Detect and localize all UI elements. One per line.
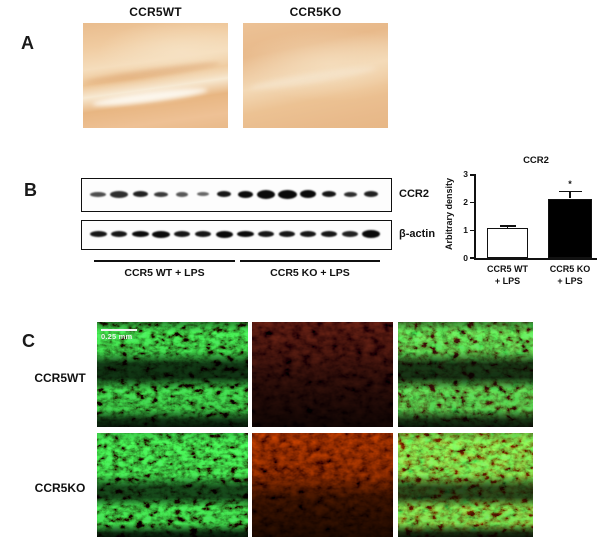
tissue-streak — [248, 63, 377, 94]
blot-band — [321, 231, 337, 237]
y-axis-tick-label: 0 — [463, 252, 468, 263]
blot-band — [236, 231, 254, 237]
chart-title: CCR2 — [523, 155, 549, 166]
fluorescence-red-ko — [252, 433, 393, 537]
error-bar-cap — [558, 190, 582, 193]
blot-band — [152, 230, 170, 238]
chart-bar — [487, 227, 528, 258]
blot-label-ccr2: CCR2 — [399, 188, 429, 200]
blot-band — [343, 191, 357, 197]
fluorescence-green-wt — [97, 322, 248, 427]
group-underline-wt — [94, 260, 235, 262]
y-axis-tick — [469, 201, 474, 204]
x-axis-category-label: CCR5 WT + LPS — [473, 264, 543, 287]
blot-band — [362, 230, 380, 238]
blot-band — [176, 191, 188, 197]
y-axis-tick-label: 2 — [463, 197, 468, 208]
panel-a-column-label-ko: CCR5KO — [289, 5, 342, 19]
blot-band — [215, 230, 233, 238]
x-axis-line — [474, 258, 597, 260]
x-axis-category-line: CCR5 KO — [549, 264, 591, 274]
ihc-image-ccr5ko — [243, 23, 388, 128]
fluorescence-red-wt — [252, 322, 393, 427]
blot-band — [89, 231, 107, 237]
fluorescence-green-ko — [97, 433, 248, 537]
blot-band — [110, 190, 128, 198]
y-axis-tick — [469, 257, 474, 259]
chart-bar — [548, 198, 592, 258]
blot-band — [257, 189, 275, 199]
y-axis-tick-label: 3 — [463, 169, 468, 180]
significance-asterisk: * — [568, 178, 572, 189]
group-underline-ko — [240, 260, 380, 262]
tissue-streak — [83, 59, 221, 87]
scale-bar-label: 0.25 mm — [101, 332, 133, 341]
blot-label-bactin: β-actin — [399, 228, 436, 240]
error-bar-line — [569, 191, 571, 199]
blot-band — [322, 191, 336, 197]
blot-band — [132, 191, 148, 197]
scale-bar — [101, 329, 137, 331]
y-axis-tick — [469, 174, 474, 176]
blot-band — [300, 231, 316, 237]
tissue-streak — [91, 85, 208, 110]
blot-band — [174, 231, 190, 237]
x-axis-category-line: + LPS — [557, 275, 583, 286]
blot-band — [258, 231, 274, 237]
panel-c-row-label-ko: CCR5KO — [34, 481, 86, 495]
blot-band — [111, 231, 127, 237]
blot-band — [90, 191, 106, 197]
fluorescence-merge-wt — [398, 322, 533, 427]
panel-b-letter: B — [24, 180, 37, 200]
y-axis-tick — [469, 229, 474, 232]
blot-band — [195, 231, 211, 237]
blot-band — [342, 231, 358, 237]
ihc-image-ccr5wt — [83, 23, 228, 128]
panel-a-column-label-wt: CCR5WT — [129, 5, 182, 19]
panel-c-letter: C — [22, 331, 35, 351]
blot-band — [279, 231, 295, 237]
group-label-wt: CCR5 WT + LPS — [124, 267, 205, 279]
x-axis-category-line: + LPS — [494, 275, 521, 286]
western-blot-bactin — [81, 220, 392, 250]
panel-c-row-label-wt: CCR5WT — [34, 371, 86, 385]
x-axis-category-line: CCR5 WT — [487, 264, 528, 274]
western-blot-ccr2 — [81, 178, 392, 212]
group-label-ko: CCR5 KO + LPS — [270, 267, 350, 279]
error-bar-cap — [499, 224, 516, 227]
blot-band — [277, 189, 297, 199]
blot-band — [300, 190, 316, 198]
error-bar-line — [506, 225, 509, 228]
x-axis-category-label: CCR5 KO + LPS — [535, 264, 600, 287]
y-axis-line — [474, 174, 476, 259]
blot-band — [131, 231, 149, 237]
panel-a-letter: A — [21, 33, 34, 53]
y-axis-tick-label: 1 — [463, 224, 468, 235]
blot-band — [217, 191, 231, 197]
blot-band — [237, 190, 253, 198]
fluorescence-merge-ko — [398, 433, 533, 537]
blot-band — [197, 192, 209, 196]
blot-band — [154, 191, 168, 197]
bar-chart-ccr2: CCR2 Arbitrary density 0 1 2 3 CCR5 WT + LPS C… — [440, 148, 600, 323]
blot-band — [364, 191, 378, 197]
